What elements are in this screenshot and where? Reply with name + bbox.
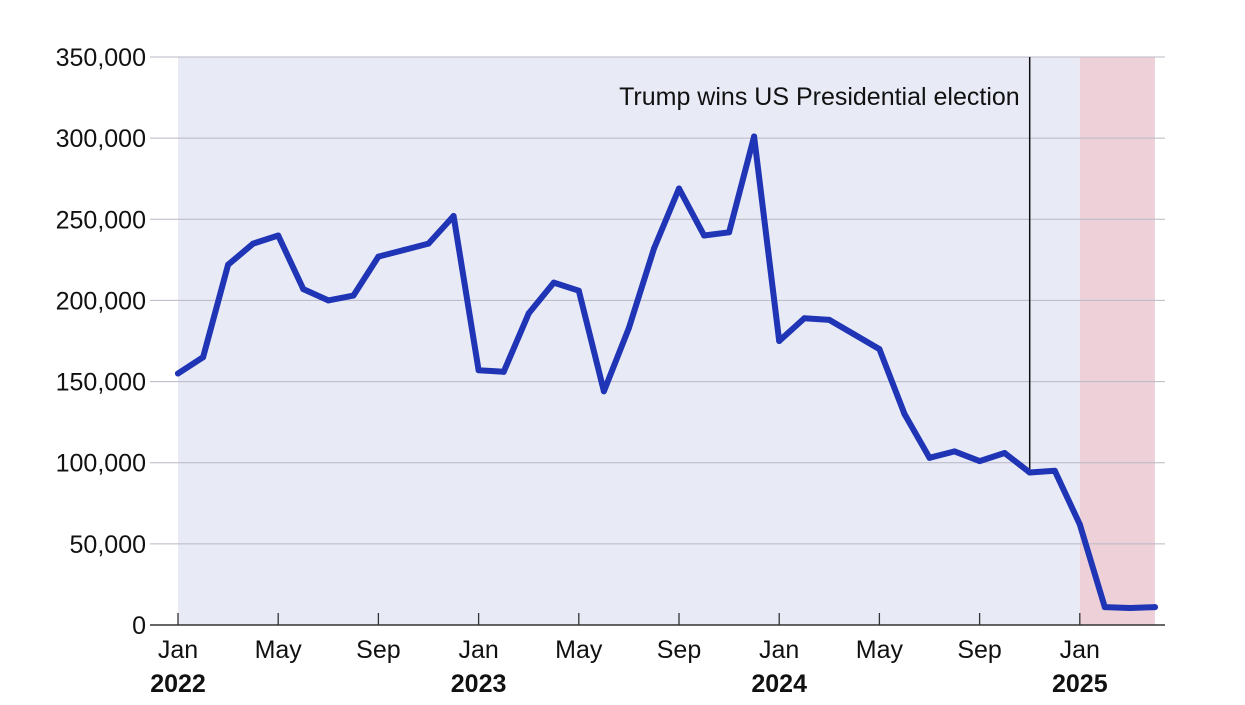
y-tick-label: 300,000 [56,125,146,153]
data-point [600,388,607,395]
data-point [250,240,257,247]
x-tick-label: Jan [1060,636,1100,664]
data-point [650,245,657,252]
data-point [575,287,582,294]
x-tick-label: Sep [657,636,701,664]
data-point [801,315,808,322]
data-point [225,261,232,268]
data-point [676,185,682,192]
data-point [175,370,181,377]
data-point [375,253,382,260]
data-point [976,458,983,465]
data-point [525,310,532,317]
series-line [175,133,1158,611]
data-point [951,448,958,455]
data-point [1126,604,1133,611]
data-point [200,354,207,361]
x-tick-label: Jan [458,636,498,664]
data-point [901,411,908,418]
data-point [625,325,632,332]
data-point [1026,469,1033,476]
data-point [776,338,783,344]
data-point [926,454,933,461]
data-point [1076,521,1083,528]
data-point [1101,604,1108,611]
shaded-region-0 [178,57,1080,625]
x-tick-label: May [856,636,904,664]
x-tick-label: Jan [158,636,198,664]
x-tick-label: Sep [356,636,400,664]
data-point [450,213,457,220]
x-tick-label: Jan [759,636,799,664]
data-point [876,346,883,353]
data-point [300,286,307,293]
data-point [400,247,407,254]
x-tick-label: Sep [957,636,1001,664]
x-tick-label: May [255,636,303,664]
data-point [500,368,507,375]
annotation-label: Trump wins US Presidential election [619,83,1020,111]
data-point [1151,604,1158,611]
y-tick-label: 350,000 [56,44,146,72]
data-point [726,229,733,236]
data-point [475,367,482,374]
y-tick-label: 100,000 [56,450,146,478]
y-tick-label: 150,000 [56,369,146,397]
x-year-label: 2022 [150,670,206,698]
data-point [425,240,432,247]
x-year-label: 2025 [1052,670,1108,698]
data-point [325,297,332,304]
data-point [826,316,833,323]
data-point [851,331,858,338]
shaded-region-1 [1079,57,1155,625]
data-point [701,232,708,239]
x-tick-label: May [555,636,603,664]
y-tick-label: 50,000 [70,531,146,559]
y-tick-label: 0 [132,612,146,640]
data-point [275,232,282,239]
x-year-label: 2024 [751,670,807,698]
x-year-label: 2023 [451,670,507,698]
data-point [350,292,357,299]
y-tick-label: 250,000 [56,206,146,234]
y-tick-label: 200,000 [56,287,146,315]
data-point [1001,449,1008,456]
data-point [550,279,557,286]
data-point [1051,467,1058,474]
data-point [751,133,758,140]
